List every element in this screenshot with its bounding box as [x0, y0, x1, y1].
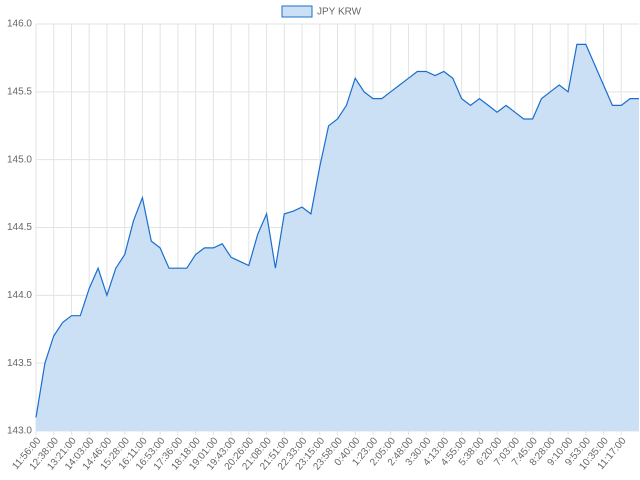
area: [36, 44, 639, 432]
y-tick-label: 145.0: [7, 154, 32, 165]
y-tick-label: 146.0: [7, 19, 32, 30]
y-tick-label: 143.5: [7, 358, 32, 369]
legend-swatch: [281, 5, 313, 18]
legend-label: JPY KRW: [317, 7, 362, 18]
y-tick-label: 143.0: [7, 426, 32, 437]
y-tick-label: 145.5: [7, 86, 32, 97]
y-tick-label: 144.0: [7, 290, 32, 301]
legend: JPY KRW: [281, 5, 362, 18]
line: [35, 43, 639, 418]
y-tick-label: 144.5: [7, 222, 32, 233]
